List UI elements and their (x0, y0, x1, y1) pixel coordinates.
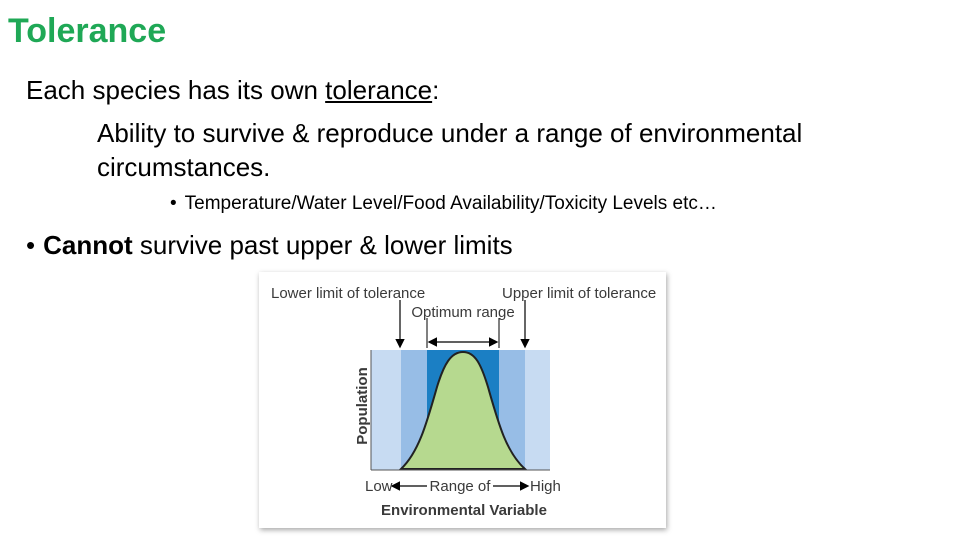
definition-line-1: Ability to survive & reproduce under a r… (97, 118, 803, 148)
outer-band-left (371, 350, 401, 470)
intro-suffix: : (432, 75, 440, 105)
low-label: Low (365, 478, 393, 495)
range-of-label: Range of (430, 478, 492, 495)
bell-curve (398, 350, 528, 470)
outer-band-right (525, 350, 550, 470)
bullet-icon: • (26, 230, 36, 260)
lower-limit-label: Lower limit of tolerance (271, 285, 425, 302)
tolerance-diagram-svg: Lower limit of tolerance Upper limit of … (271, 285, 656, 519)
definition-line-2: circumstances. (97, 152, 271, 182)
upper-limit-label: Upper limit of tolerance (502, 285, 656, 302)
examples-bullet-item: • Temperature/Water Level/Food Availabili… (170, 192, 717, 216)
high-label: High (530, 478, 561, 495)
cannot-term: Cannot (43, 230, 133, 260)
limits-bullet-item: • Cannot survive past upper & lower limit… (26, 229, 513, 261)
tolerance-diagram: Lower limit of tolerance Upper limit of … (259, 272, 666, 528)
slide-title: Tolerance (8, 12, 167, 50)
bullet-icon: • (170, 193, 177, 214)
examples-text: Temperature/Water Level/Food Availabilit… (184, 193, 717, 214)
tolerance-intro: Each species has its own tolerance: (26, 74, 439, 106)
y-axis-label: Population (354, 367, 371, 445)
environmental-variable-label: Environmental Variable (381, 502, 547, 519)
intro-prefix: Each species has its own (26, 75, 326, 105)
tolerance-term: tolerance (325, 75, 433, 105)
optimum-range-label: Optimum range (411, 304, 514, 321)
limits-text: survive past upper & lower limits (132, 230, 513, 260)
